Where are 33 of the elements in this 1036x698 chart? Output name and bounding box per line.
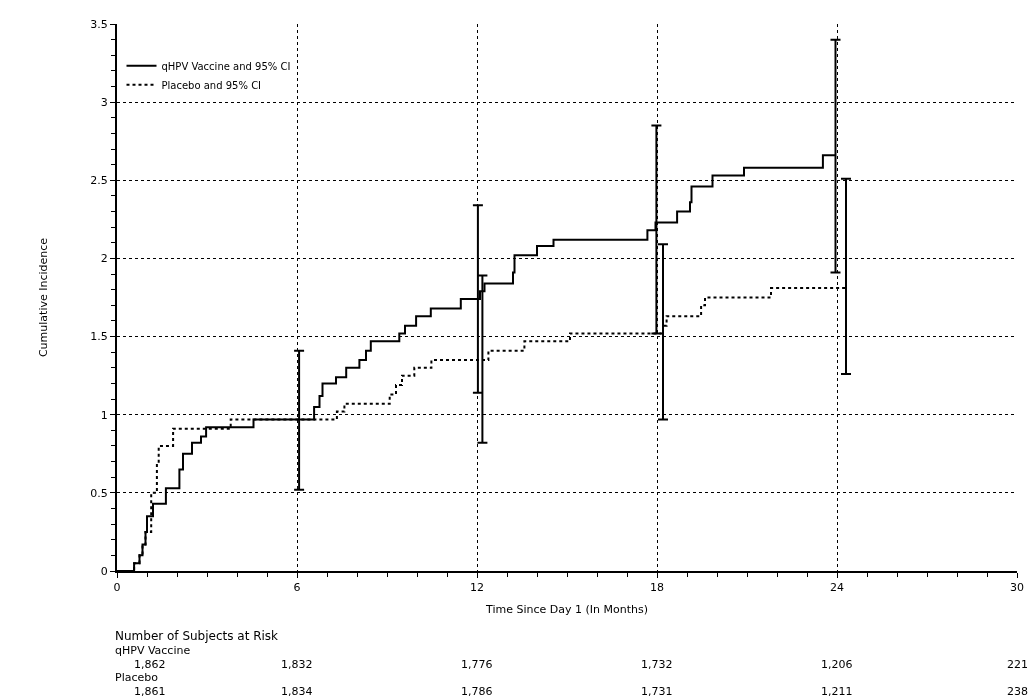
- text: 1,832: [281, 658, 313, 671]
- text: Number of Subjects at Risk: [115, 629, 279, 643]
- x-tick-label: 18: [650, 581, 664, 595]
- text: 1,732: [641, 658, 673, 671]
- y-tick-label: 3.5: [90, 17, 108, 31]
- y-tick-label: 0: [100, 564, 108, 578]
- text: 221: [1007, 658, 1028, 671]
- legend-label: qHPV Vaccine and 95% CI: [161, 60, 291, 72]
- y-axis-title: Cumulative Incidence: [37, 237, 51, 358]
- text: 1,206: [821, 658, 853, 671]
- x-tick-label: 6: [293, 581, 301, 595]
- text: 1,776: [461, 658, 493, 671]
- text: 1,861: [134, 685, 166, 698]
- x-tick-label: 30: [1010, 581, 1024, 595]
- y-tick-label: 1.5: [90, 330, 108, 344]
- text: 1,211: [821, 685, 853, 698]
- x-axis-title: Time Since Day 1 (In Months): [485, 602, 648, 616]
- y-tick-label: 0.5: [90, 486, 108, 500]
- text: 238: [1007, 685, 1028, 698]
- x-tick-label: 0: [113, 581, 121, 595]
- y-tick-label: 2: [100, 252, 108, 266]
- x-tick-label: 12: [470, 581, 484, 595]
- y-tick-label: 2.5: [90, 174, 108, 188]
- text: 1,786: [461, 685, 493, 698]
- y-tick-label: 3: [100, 95, 108, 109]
- y-tick-label: 1: [100, 408, 108, 422]
- text: Placebo: [115, 671, 159, 684]
- text: 1,834: [281, 685, 313, 698]
- text: qHPV Vaccine: [115, 644, 191, 657]
- text: 1,731: [641, 685, 673, 698]
- x-tick-label: 24: [830, 581, 844, 595]
- legend-label: Placebo and 95% CI: [161, 79, 262, 91]
- text: 1,862: [134, 658, 166, 671]
